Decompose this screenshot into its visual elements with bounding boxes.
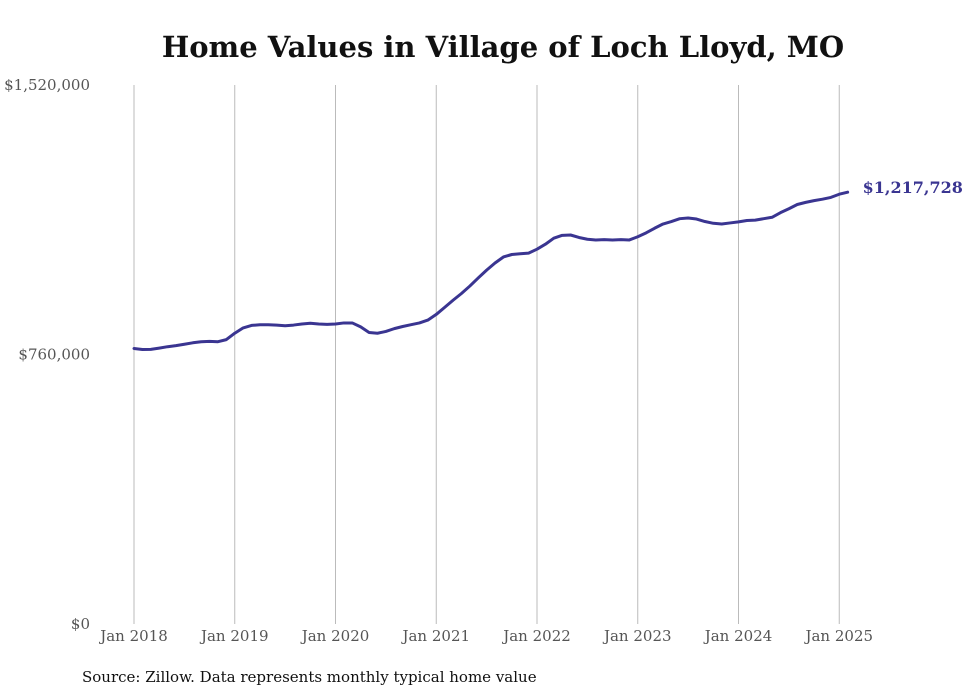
chart-title: Home Values in Village of Loch Lloyd, MO — [161, 30, 845, 64]
x-tick-label: Jan 2021 — [400, 627, 470, 645]
x-tick-label: Jan 2023 — [602, 627, 672, 645]
x-tick-label: Jan 2025 — [803, 627, 873, 645]
x-axis-ticks: Jan 2018 Jan 2019 Jan 2020 Jan 2021 Jan 2022… — [98, 627, 873, 645]
x-tick-label: Jan 2020 — [300, 627, 370, 645]
end-value-label: $1,217,728 — [863, 178, 963, 197]
source-note: Source: Zillow. Data represents monthly … — [82, 668, 537, 686]
y-tick-label: $0 — [71, 615, 90, 633]
x-tick-label: Jan 2019 — [199, 627, 269, 645]
x-tick-label: Jan 2024 — [703, 627, 773, 645]
y-tick-label: $1,520,000 — [4, 76, 90, 94]
gridlines — [133, 85, 840, 624]
x-tick-label: Jan 2022 — [501, 627, 571, 645]
y-axis-ticks: $0 $760,000 $1,520,000 — [4, 76, 90, 633]
x-tick-label: Jan 2018 — [98, 627, 168, 645]
series-line-home-value — [132, 190, 850, 352]
y-tick-label: $760,000 — [18, 346, 90, 364]
